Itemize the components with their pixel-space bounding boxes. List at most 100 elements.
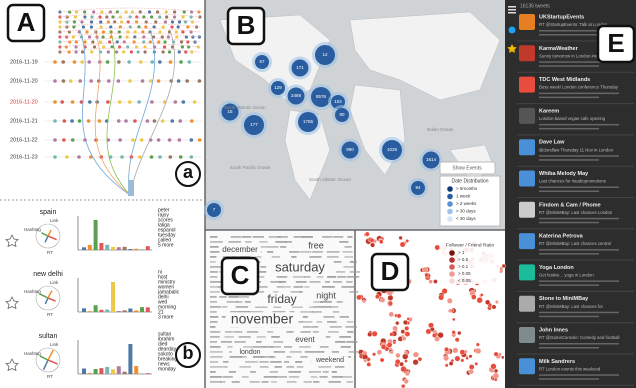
cloud-word [210,346,221,348]
cloud-word [311,376,318,378]
event-dot [138,155,142,159]
cloud-word [305,351,317,353]
user-dot [460,350,465,355]
legend-label: > 0.05 [458,271,471,276]
cluster-count: 2469 [291,93,302,98]
hist-bar [111,369,115,374]
event-dot [168,138,172,142]
hist-bar [128,249,132,250]
event-dot [128,100,132,104]
hist-bar [123,247,127,250]
user-dot [477,297,483,303]
user-dot [461,359,465,363]
cloud-word [210,271,218,273]
hist-bar [134,310,138,312]
location-name: sultan [39,333,58,340]
cloud-word [327,276,336,278]
tweet-line [539,187,619,189]
event-dot [170,119,174,123]
avatar [519,296,535,312]
timeline-date: 2016-11-19 [10,59,38,65]
cloud-word [303,316,308,318]
event-dot [178,50,181,53]
cloud-word [257,336,266,338]
cloud-word [210,266,221,268]
event-dot [178,20,181,23]
user-dot [402,354,408,360]
hist-bar [82,369,86,374]
cloud-word [270,356,275,358]
user-dot [469,364,474,369]
user-dot [432,333,436,337]
tweet-author: Stone to MiniMBay [539,296,589,302]
tweet-line [539,155,619,157]
event-dot [83,40,86,43]
tweet-text: RT @GameConsole: Comedy and football [539,335,619,340]
user-dot [380,298,385,303]
cloud-word [291,256,296,258]
cloud-word [289,376,299,378]
event-dot [117,60,121,64]
cloud-word [309,371,321,373]
user-dot [404,379,409,384]
event-dot [122,50,125,53]
event-dot [179,60,183,64]
hist-bar [111,247,115,250]
event-dot [77,155,81,159]
user-dot [372,331,378,337]
cloud-word [267,251,273,253]
event-dot [177,79,181,83]
cloud-word [323,371,329,373]
glyph-label: RT [47,374,53,379]
cluster-count: 129 [274,85,282,90]
cloud-word [349,351,359,353]
tweet-author: Findom & Cam / Phome [539,202,601,208]
panel-label: B [237,10,256,40]
cloud-word [210,261,216,263]
cloud-word [286,331,293,333]
cloud-word [210,301,217,303]
twitter-icon [509,27,516,34]
cloud-word [259,241,267,243]
event-dot [174,100,178,104]
event-dot [120,155,124,159]
event-dot [90,50,93,53]
cloud-word [287,381,297,383]
user-dot [471,294,476,299]
sub-label: a [183,162,194,182]
event-dot [98,119,102,123]
ocean-label: South Atlantic Ocean [309,177,352,182]
user-dot [392,326,397,331]
cloud-word [286,356,291,358]
cloud-word [299,251,311,253]
cloud-word [210,361,218,363]
cloud-word [312,311,322,313]
cloud-word [284,361,289,363]
user-dot [413,359,419,365]
user-dot [433,279,437,283]
cloud-word [274,351,285,353]
cloud-keyword: weekend [315,357,344,364]
tweet-author: Milk Sandrers [539,359,575,365]
glyph-label: Hashtag [24,289,41,294]
event-dot [150,60,154,64]
legend-label: > 0.1 [458,264,469,269]
cloud-word [236,306,248,308]
cloud-word [346,281,352,283]
event-dot [65,155,69,159]
event-dot [53,100,57,104]
avatar [519,202,535,218]
event-dot [65,25,68,28]
event-dot [73,60,77,64]
cloud-word [342,286,355,288]
event-dot [65,45,68,48]
event-dot [185,79,189,83]
event-dot [78,119,82,123]
event-dot [75,10,78,13]
event-dot [117,79,121,83]
event-dot [102,30,105,33]
cloud-word [210,291,220,293]
user-dot [389,312,394,317]
cloud-word [313,331,319,333]
legend-swatch [449,257,455,263]
